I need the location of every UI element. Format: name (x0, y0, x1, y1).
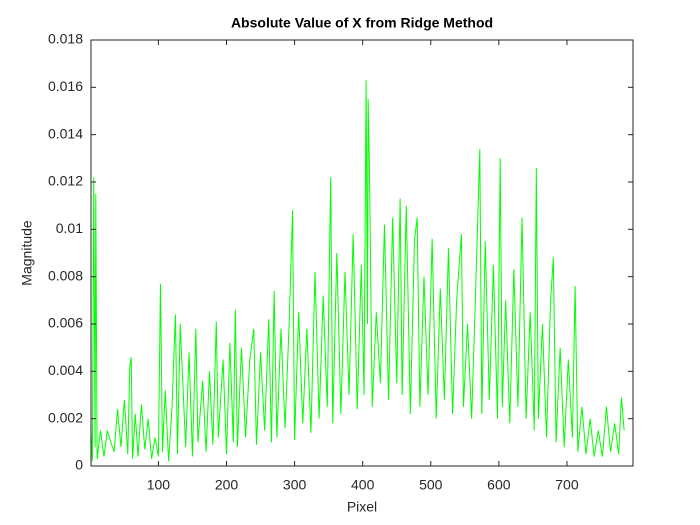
data-line (90, 80, 625, 462)
x-tick-label: 200 (215, 477, 239, 493)
x-axis-label: Pixel (347, 499, 377, 515)
y-tick-label: 0.01 (56, 220, 83, 236)
y-tick-label: 0.016 (48, 78, 83, 94)
y-axis-label: Magnitude (19, 220, 35, 286)
plot-frame (90, 39, 634, 467)
chart-title: Absolute Value of X from Ridge Method (231, 15, 493, 31)
x-tick-label: 300 (283, 477, 307, 493)
x-tick-label: 100 (147, 477, 171, 493)
y-tick-label: 0.002 (48, 409, 83, 425)
x-tick-label: 700 (555, 477, 579, 493)
y-tick-label: 0.014 (48, 125, 83, 141)
y-tick-label: 0.012 (48, 173, 83, 189)
x-tick-label: 400 (351, 477, 375, 493)
x-tick-label: 500 (419, 477, 443, 493)
x-tick-label: 600 (487, 477, 511, 493)
y-tick-label: 0.018 (48, 31, 83, 47)
y-tick-label: 0 (75, 457, 83, 473)
y-tick-label: 0.004 (48, 362, 83, 378)
y-tick-label: 0.008 (48, 267, 83, 283)
y-tick-label: 0.006 (48, 315, 83, 331)
